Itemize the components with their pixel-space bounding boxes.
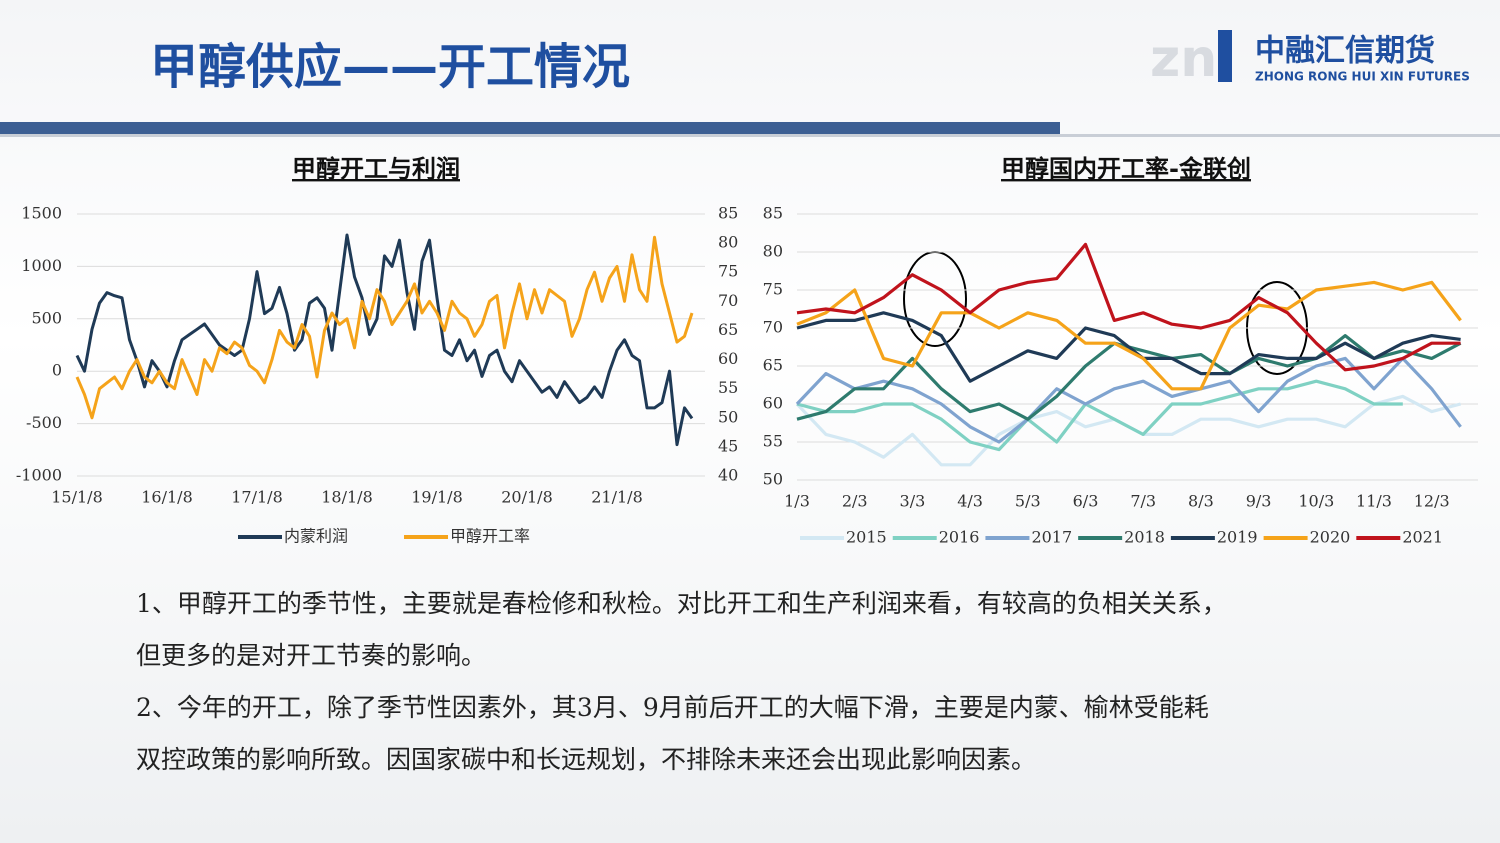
x-tick-label: 8/3 (1188, 492, 1214, 511)
text-line: 2、今年的开工，除了季节性因素外，其3月、9月前后开工的大幅下滑，主要是内蒙、榆… (136, 693, 1209, 722)
y-tick-label: -1000 (16, 466, 62, 485)
y-tick-label: 85 (763, 204, 783, 223)
header-bar (0, 122, 1060, 134)
x-tick-label: 10/3 (1298, 492, 1334, 511)
y2-tick-label: 75 (718, 262, 738, 281)
x-tick-label: 21/1/8 (591, 488, 643, 507)
x-tick-label: 3/3 (900, 492, 926, 511)
legend-label: 2020 (1310, 528, 1351, 547)
series-line (795, 394, 1462, 467)
y2-tick-label: 60 (718, 349, 738, 368)
series-line (795, 356, 1462, 444)
series-line (796, 242, 1461, 372)
y-tick-label: 65 (763, 356, 783, 375)
slide-title: 甲醇供应——开工情况 (150, 39, 630, 95)
x-tick-label: 18/1/8 (321, 488, 373, 507)
x-tick-label: 12/3 (1414, 492, 1450, 511)
x-tick-label: 16/1/8 (141, 488, 193, 507)
x-tick-label: 17/1/8 (231, 488, 283, 507)
x-tick-label: 11/3 (1356, 492, 1392, 511)
y2-tick-label: 50 (718, 407, 738, 426)
legend-label: 2016 (939, 528, 980, 547)
x-tick-label: 15/1/8 (51, 488, 103, 507)
y-tick-label: 0 (52, 361, 62, 380)
series-line (796, 379, 1403, 452)
series-line (75, 233, 694, 447)
series-line (796, 280, 1462, 391)
x-tick-label: 9/3 (1246, 492, 1272, 511)
y2-tick-label: 55 (718, 378, 738, 397)
chart-title: 甲醇国内开工率-金联创 (1001, 155, 1251, 183)
y-tick-label: 55 (763, 432, 783, 451)
x-tick-label: 20/1/8 (501, 488, 553, 507)
y2-tick-label: 40 (718, 466, 738, 485)
y-tick-label: 75 (763, 280, 783, 299)
y2-tick-label: 65 (718, 320, 738, 339)
y2-tick-label: 85 (718, 204, 738, 223)
y2-tick-label: 80 (718, 233, 738, 252)
x-tick-label: 4/3 (957, 492, 983, 511)
y2-tick-label: 45 (718, 436, 738, 455)
x-tick-label: 6/3 (1073, 492, 1099, 511)
legend-label: 2021 (1402, 528, 1443, 547)
logo-f (1218, 30, 1232, 82)
y-tick-label: -500 (26, 413, 62, 432)
y-tick-label: 1500 (21, 204, 62, 223)
text-line: 但更多的是对开工节奏的影响。 (136, 641, 487, 670)
chart-title: 甲醇开工与利润 (292, 155, 460, 183)
text-line: 双控政策的影响所致。因国家碳中和长远规划，不排除未来还会出现此影响因素。 (136, 745, 1037, 774)
logo-sub: ZHONG RONG HUI XIN FUTURES (1255, 70, 1470, 84)
header-rule (0, 134, 1500, 137)
series-line (796, 311, 1461, 383)
legend-label: 内蒙利润 (284, 527, 348, 546)
x-tick-label: 5/3 (1015, 492, 1041, 511)
x-tick-label: 7/3 (1130, 492, 1156, 511)
legend-label: 2019 (1217, 528, 1258, 547)
y-tick-label: 70 (763, 318, 783, 337)
x-tick-label: 2/3 (842, 492, 868, 511)
y-tick-label: 1000 (21, 256, 62, 275)
y-tick-label: 60 (763, 394, 783, 413)
y2-tick-label: 70 (718, 291, 738, 310)
legend-label: 2017 (1031, 528, 1072, 547)
logo-mark: zn (1150, 29, 1217, 89)
logo-text: 中融汇信期货 (1255, 34, 1435, 69)
series-line (75, 235, 694, 420)
legend-label: 2018 (1124, 528, 1165, 547)
legend-label: 甲醇开工率 (450, 527, 530, 546)
y-tick-label: 500 (31, 308, 62, 327)
x-tick-label: 19/1/8 (411, 488, 463, 507)
y-tick-label: 50 (763, 470, 783, 489)
legend-label: 2015 (846, 528, 887, 547)
y-tick-label: 80 (763, 242, 783, 261)
x-tick-label: 1/3 (784, 492, 810, 511)
text-line: 1、甲醇开工的季节性，主要就是春检修和秋检。对比开工和生产利润来看，有较高的负相… (136, 589, 1227, 618)
